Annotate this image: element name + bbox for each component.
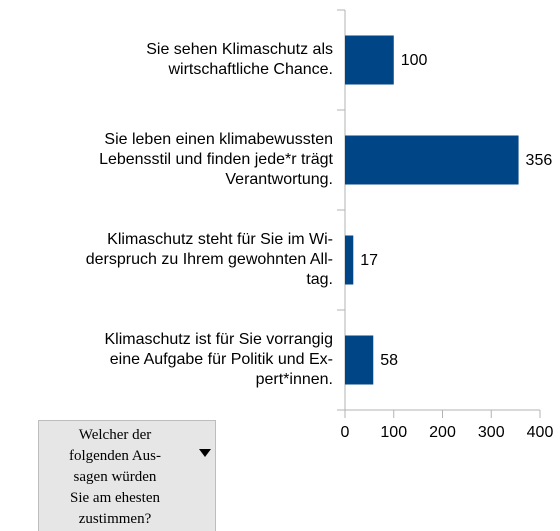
category-label-line: Lebensstil und finden jede*r trägt	[99, 151, 333, 168]
category-label-line: Klimaschutz ist für Sie vorrangig	[104, 331, 333, 348]
category-label-line: Sie leben einen klimabewussten	[104, 131, 333, 148]
category-label-line: Klimaschutz steht für Sie im Wi-	[107, 231, 333, 248]
x-tick-label: 300	[478, 424, 505, 441]
category-label-line: tag.	[306, 271, 333, 288]
bar	[345, 35, 394, 85]
category-label-line: Sie sehen Klimaschutz als	[146, 41, 333, 58]
value-label: 58	[380, 352, 398, 369]
category-label-line: eine Aufgabe für Politik und Ex-	[110, 351, 333, 368]
value-label: 356	[526, 152, 553, 169]
bar	[345, 135, 519, 185]
field-button-line: folgenden Aus-	[68, 448, 162, 464]
x-tick-label: 200	[429, 424, 456, 441]
x-tick-label: 100	[380, 424, 407, 441]
dropdown-arrow[interactable]	[199, 449, 211, 457]
value-label: 100	[401, 52, 428, 69]
x-tick-label: 0	[341, 424, 350, 441]
field-button-line: sagen würden	[73, 469, 157, 485]
category-label: Klimaschutz ist für Sie vorrangig eine Au…	[104, 331, 333, 388]
category-label: Sie sehen Klimaschutz als wirtschaftliche…	[146, 41, 333, 78]
value-label: 17	[360, 252, 378, 269]
category-label-line: pert*innen.	[256, 371, 333, 388]
category-label: Klimaschutz steht für Sie im Wi-derspruc…	[86, 231, 333, 288]
field-button-line: Welcher der	[78, 427, 152, 443]
x-tick-label: 400	[527, 424, 554, 441]
bar	[345, 235, 354, 285]
category-label-line: wirtschaftliche Chance.	[167, 61, 333, 78]
field-button[interactable]: Welcher der folgenden Aus-sagen würden Sie…	[38, 420, 216, 531]
category-label-line: Verantwortung.	[225, 171, 333, 188]
category-label-line: derspruch zu Ihrem gewohnten All-	[86, 251, 333, 268]
field-button-label: Welcher der folgenden Aus-sagen würden Sie…	[41, 425, 189, 530]
field-button-line: zustimmen?	[78, 511, 152, 527]
bar	[345, 335, 374, 385]
field-button-line: Sie am ehesten	[70, 490, 160, 506]
category-label: Sie leben einen klimabewussten Lebensstil…	[99, 131, 333, 188]
